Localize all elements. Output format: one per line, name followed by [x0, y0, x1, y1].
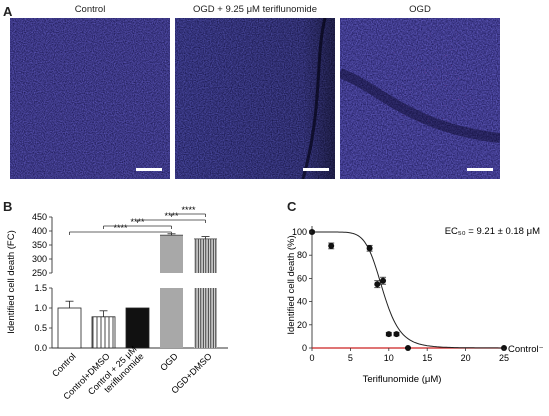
c-ytick-label: 60 [297, 273, 307, 283]
panel-c-letter: C [287, 199, 297, 214]
b-ytick-label: 350 [32, 240, 47, 250]
image-label-ogd-teriflunomide: OGD + 9.25 μM teriflunomide [192, 4, 317, 15]
b-ytick-label: 400 [32, 226, 47, 236]
b-ytick-label: 1.0 [34, 303, 47, 313]
panel-a-letter: A [3, 4, 13, 19]
c-data-point [405, 345, 411, 351]
c-ytick-label: 0 [302, 343, 307, 353]
c-xtick-label: 20 [461, 353, 471, 363]
b-ytick-label: 0.5 [34, 323, 47, 333]
c-data-point [380, 277, 387, 284]
c-xtick-label: 15 [422, 353, 432, 363]
c-data-point [374, 281, 381, 288]
b-sig-label: **** [113, 223, 128, 233]
b-category-line: OGD [158, 351, 180, 373]
c-data-point [328, 242, 335, 249]
c-ytick-label: 100 [292, 227, 307, 237]
c-ec50-label: EC₅₀ = 9.21 ± 0.18 μM [445, 226, 540, 237]
c-data-point [393, 331, 400, 338]
b-ytick-label: 0.0 [34, 343, 47, 353]
b-bar [194, 238, 217, 273]
b-bar-lower [160, 288, 183, 348]
c-xtick-label: 25 [499, 353, 509, 363]
c-ylabel: Identified cell death (%) [286, 235, 297, 334]
scale-bar [467, 168, 493, 171]
c-xlabel: Teriflunomide (μM) [363, 374, 442, 385]
c-ytick-label: 80 [297, 250, 307, 260]
b-ytick-label: 1.5 [34, 283, 47, 293]
c-xtick-label: 0 [309, 353, 314, 363]
b-bar [57, 307, 82, 349]
chart-c: 0 20 40 60 80 100 0 5 10 15 20 25 Identified cell d… [286, 226, 544, 385]
b-bar [160, 235, 183, 273]
micrograph-control [10, 18, 170, 179]
panel-b-letter: B [3, 199, 13, 214]
b-ylabel: Identified cell death (FC) [6, 230, 17, 334]
scale-bar [136, 168, 162, 171]
micrograph-ogd [340, 18, 500, 179]
scale-bar [303, 168, 329, 171]
b-bar [125, 307, 150, 349]
chart-b: **************** 0.00.51.01.525030035040… [6, 205, 228, 402]
c-data-point [366, 245, 373, 252]
c-xtick-label: 10 [384, 353, 394, 363]
b-category-line: Control [50, 351, 78, 379]
image-label-ogd: OGD [409, 4, 431, 15]
c-fit-curve [312, 231, 504, 349]
image-label-control: Control [74, 4, 106, 15]
b-ytick-label: 250 [32, 268, 47, 278]
c-data-point [385, 331, 392, 338]
b-sig-label: **** [181, 205, 196, 215]
c-ytick-label: 40 [297, 297, 307, 307]
micrograph-ogd-teriflunomide [175, 18, 335, 179]
b-category-label: Control [50, 351, 78, 379]
b-bar-lower [194, 288, 217, 348]
b-category-label: OGD [158, 351, 180, 373]
c-xtick-label: 5 [348, 353, 353, 363]
c-control-label: Control⁻ [508, 344, 544, 355]
b-ytick-label: 450 [32, 212, 47, 222]
b-ytick-label: 300 [32, 254, 47, 264]
b-bar [91, 316, 116, 349]
c-ytick-label: 20 [297, 320, 307, 330]
